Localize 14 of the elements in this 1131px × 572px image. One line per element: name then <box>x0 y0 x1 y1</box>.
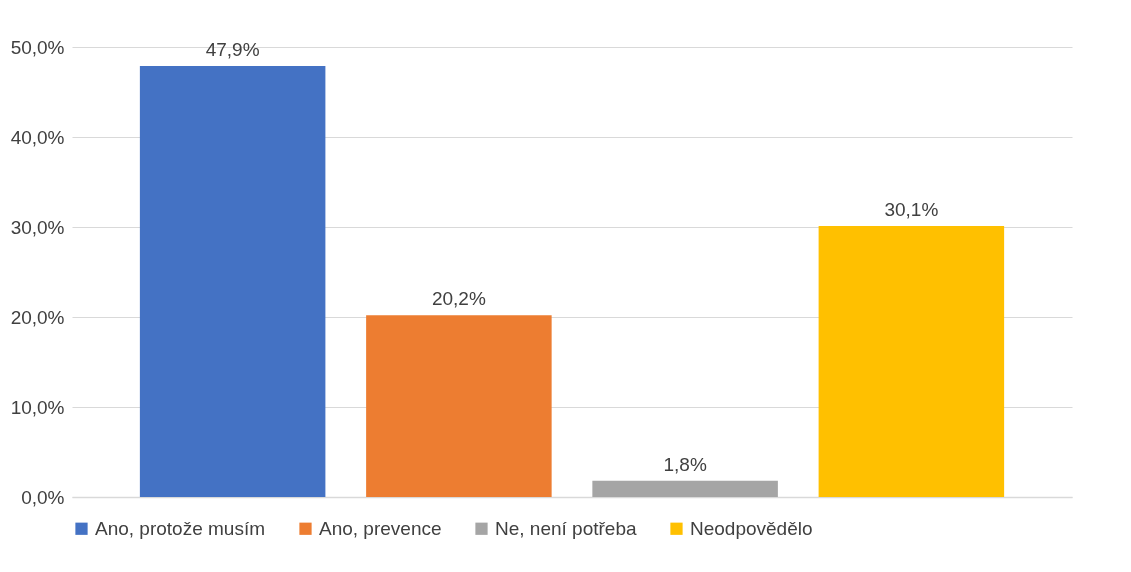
y-tick-label: 0,0% <box>21 486 65 508</box>
legend-label: Ano, protože musím <box>95 517 266 539</box>
data-label: 1,8% <box>663 453 707 475</box>
data-label: 20,2% <box>431 288 486 310</box>
y-tick-label: 20,0% <box>10 306 65 328</box>
legend-label: Ne, není potřeba <box>495 517 637 539</box>
data-label: 30,1% <box>884 199 939 221</box>
y-tick-label: 50,0% <box>10 36 65 58</box>
y-tick-label: 40,0% <box>10 126 65 148</box>
legend-label: Ano, prevence <box>319 517 442 539</box>
y-tick-label: 10,0% <box>10 396 65 418</box>
data-label: 47,9% <box>205 38 260 60</box>
legend-label: Neodpovědělo <box>690 517 813 539</box>
y-tick-label: 30,0% <box>10 216 65 238</box>
